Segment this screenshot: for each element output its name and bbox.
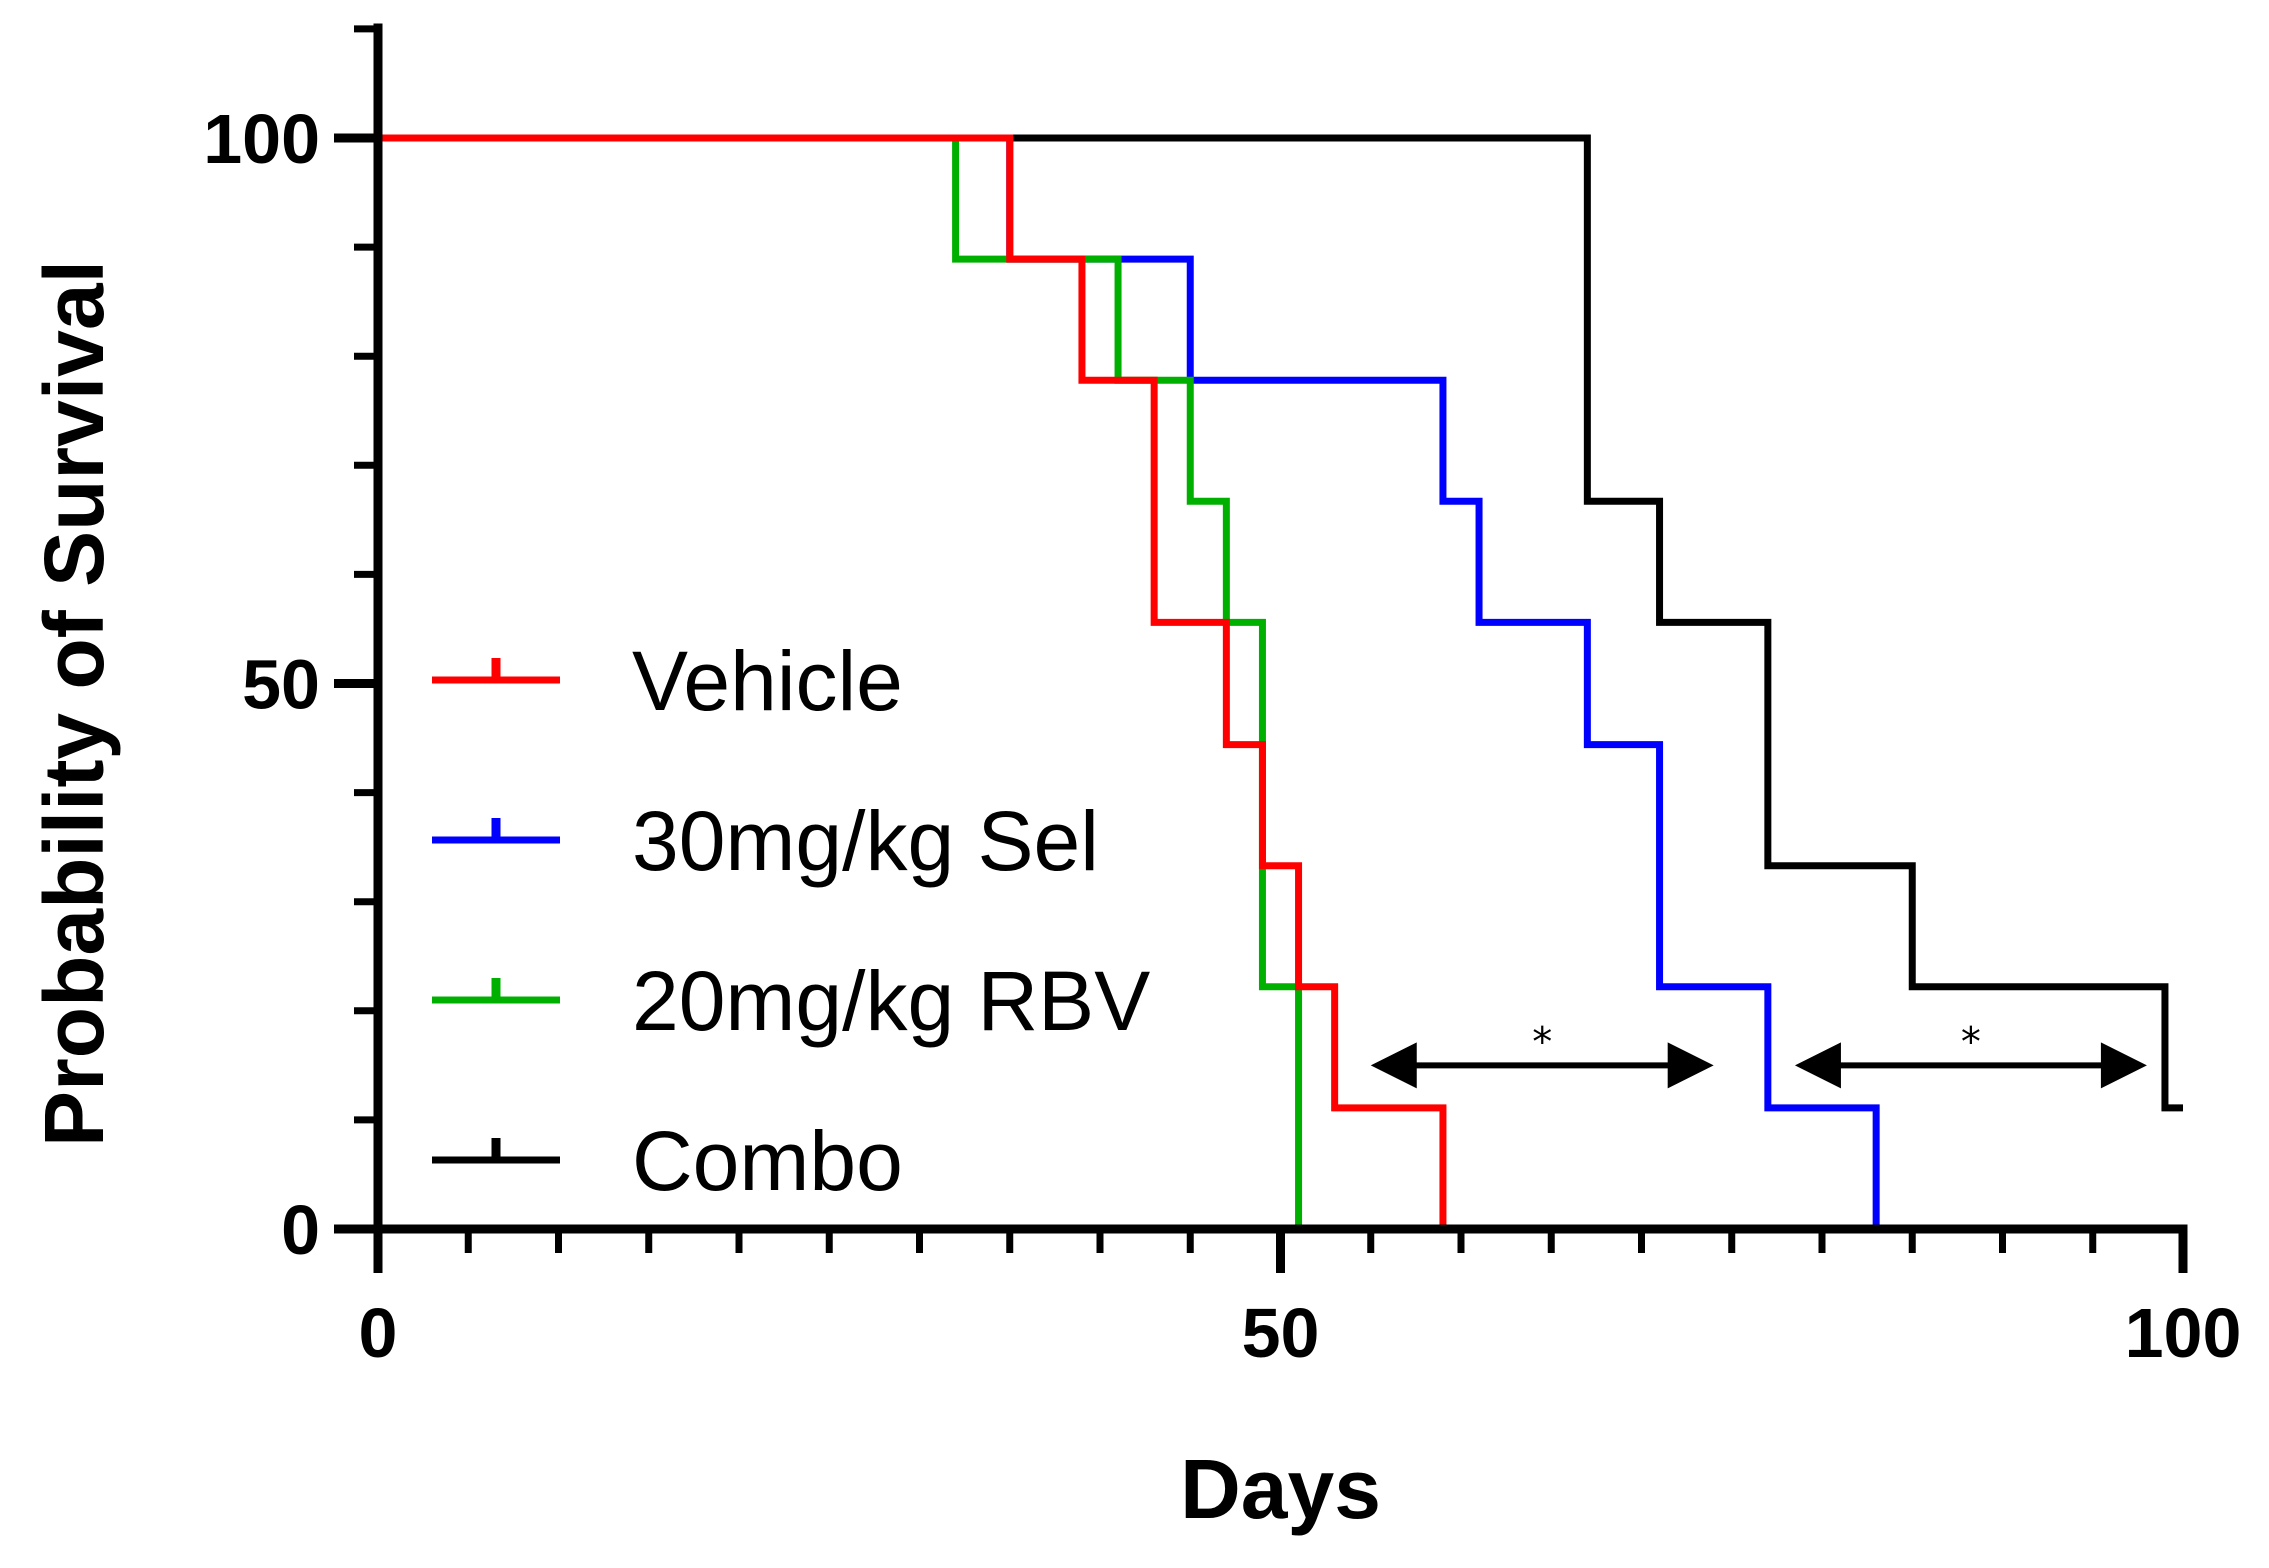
curve-vehicle xyxy=(378,134,1447,1229)
significance-label: * xyxy=(1532,1019,1552,1065)
curve-combo xyxy=(378,134,2183,1112)
legend: Vehicle 30mg/kg Sel 20mg/kg RBV Combo xyxy=(432,634,1150,1208)
arrowhead-left xyxy=(1794,1042,1841,1089)
survival-curves xyxy=(378,134,2183,1229)
y-tick-label: 100 xyxy=(203,100,320,178)
arrowhead-right xyxy=(2100,1042,2147,1089)
x-tick-label: 0 xyxy=(359,1294,398,1372)
legend-label-vehicle: Vehicle xyxy=(632,634,903,728)
axes: 0 50 100 0 50 100 xyxy=(203,23,2242,1372)
y-ticks: 0 50 100 xyxy=(203,25,378,1269)
curve-20mg-kg-rbv xyxy=(378,134,1303,1229)
y-tick-label: 50 xyxy=(242,646,320,724)
significance-label: * xyxy=(1961,1019,1981,1065)
y-tick-label: 0 xyxy=(281,1191,320,1269)
x-tick-label: 100 xyxy=(2125,1294,2242,1372)
significance-annotations: * * xyxy=(1370,1019,2147,1089)
x-ticks: 0 50 100 xyxy=(359,1229,2242,1372)
curve-30mg-kg-sel xyxy=(378,134,1880,1229)
y-axis-title: Probability of Survival xyxy=(27,260,121,1147)
x-axis-title: Days xyxy=(1180,1442,1381,1536)
legend-label-30mg-kg-sel: 30mg/kg Sel xyxy=(632,794,1099,888)
arrowhead-right xyxy=(1667,1042,1714,1089)
arrowhead-left xyxy=(1370,1042,1417,1089)
legend-label-20mg-kg-rbv: 20mg/kg RBV xyxy=(632,954,1150,1048)
legend-label-combo: Combo xyxy=(632,1114,903,1208)
x-tick-label: 50 xyxy=(1242,1294,1320,1372)
